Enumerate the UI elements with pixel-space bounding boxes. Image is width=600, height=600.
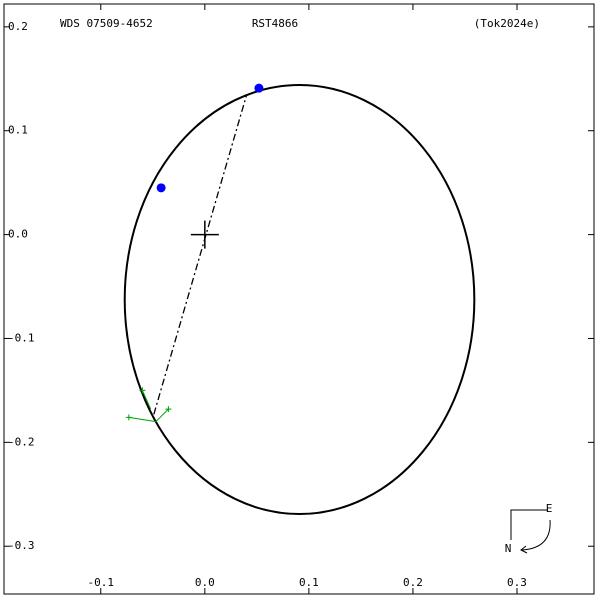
title-left: WDS 07509-4652 [60,17,153,30]
point [156,183,166,193]
residual-line [128,416,156,423]
measure-point [139,387,146,394]
y-tick-label: -0.2 [8,435,35,448]
x-tick-label: 0.0 [195,576,215,589]
measure-point [125,414,132,421]
y-tick-label: 0.1 [8,124,28,137]
x-tick-label: 0.3 [507,576,527,589]
residual-line [155,408,169,422]
x-tick-label: 0.2 [403,576,423,589]
compass-axes [510,509,548,540]
x-tick-label: 0.1 [299,576,319,589]
compass-east: E [546,502,553,515]
y-tick-label: 0.0 [8,228,28,241]
frame [3,3,595,595]
point [254,83,264,93]
compass-arrowhead [520,545,528,554]
x-tick-label: -0.1 [88,576,115,589]
y-tick-label: -0.3 [8,539,35,552]
title-center: RST4866 [252,17,298,30]
node-line [153,95,248,415]
residual-line [141,390,152,410]
compass [510,509,551,554]
orbit-ellipse [123,84,476,516]
y-tick-label: -0.1 [8,331,35,344]
compass-north: N [505,542,512,555]
measure-point [165,406,172,413]
title-right: (Tok2024e) [474,17,540,30]
compass-arrow [521,519,551,551]
y-tick-label: 0.2 [8,20,28,33]
